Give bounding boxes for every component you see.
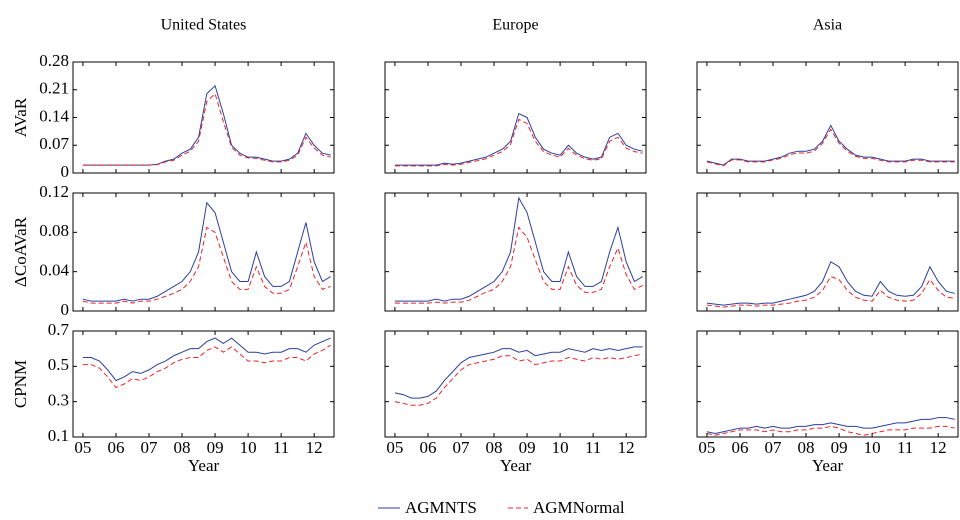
data-line: [394, 196, 643, 302]
y-tick-label: 0.5: [48, 355, 69, 374]
x-tick-label: 09: [519, 438, 536, 457]
axes-frame: [384, 330, 647, 438]
y-tick-label: 0.3: [48, 391, 69, 410]
x-tick-label: 06: [419, 438, 436, 457]
y-tick-label: 0: [61, 300, 70, 319]
data-line: [706, 261, 955, 306]
y-tick-label: 0.08: [39, 221, 69, 240]
data-line: [82, 84, 331, 166]
axes-frame: [696, 192, 959, 312]
x-tick-label: 07: [452, 438, 470, 457]
x-axis-label: Year: [812, 456, 844, 475]
y-tick-label: 0.1: [48, 426, 69, 445]
data-line: [394, 353, 643, 406]
data-line: [706, 425, 955, 436]
panel-title: United States: [161, 17, 247, 34]
x-tick-label: 08: [486, 438, 503, 457]
axes-frame: [384, 61, 647, 174]
data-line: [82, 344, 331, 389]
x-tick-label: 05: [74, 438, 91, 457]
y-tick-label: 0.21: [39, 79, 69, 98]
axes-frame: [72, 330, 335, 438]
panel-title: Asia: [813, 17, 842, 34]
x-tick-label: 12: [306, 438, 323, 457]
data-line: [394, 118, 643, 167]
x-tick-label: 09: [831, 438, 848, 457]
axes-frame: [384, 192, 647, 312]
data-line: [82, 226, 331, 304]
axes-frame: [72, 192, 335, 312]
x-axis-label: Year: [500, 456, 532, 475]
legend-label: AGMNormal: [533, 498, 625, 517]
x-tick-label: 06: [107, 438, 124, 457]
data-line: [706, 275, 955, 308]
data-line: [82, 337, 331, 382]
y-tick-label: 0.14: [39, 106, 69, 125]
x-tick-label: 07: [764, 438, 782, 457]
x-tick-label: 12: [930, 438, 947, 457]
data-line: [394, 112, 643, 166]
x-tick-label: 05: [386, 438, 403, 457]
y-axis-label: CPNM: [11, 360, 30, 408]
y-tick-label: 0: [61, 162, 70, 181]
x-tick-label: 11: [585, 438, 601, 457]
data-line: [706, 417, 955, 434]
x-tick-label: 08: [798, 438, 815, 457]
y-tick-label: 0.7: [48, 320, 70, 339]
x-tick-label: 12: [618, 438, 635, 457]
data-line: [394, 346, 643, 399]
x-tick-label: 06: [731, 438, 748, 457]
x-tick-label: 05: [698, 438, 715, 457]
x-tick-label: 08: [174, 438, 191, 457]
y-tick-label: 0.04: [39, 261, 69, 280]
data-line: [394, 226, 643, 304]
x-tick-label: 11: [897, 438, 913, 457]
data-line: [706, 128, 955, 167]
x-tick-label: 10: [240, 438, 257, 457]
data-line: [706, 124, 955, 166]
y-tick-label: 0.07: [39, 134, 69, 153]
x-tick-label: 07: [140, 438, 158, 457]
x-tick-label: 11: [273, 438, 289, 457]
data-line: [82, 92, 331, 166]
x-tick-label: 09: [207, 438, 224, 457]
y-axis-label: AVaR: [11, 97, 30, 137]
panel-title: Europe: [492, 17, 538, 34]
x-tick-label: 10: [552, 438, 569, 457]
legend-label: AGMNTS: [405, 498, 477, 517]
axes-frame: [696, 61, 959, 174]
y-tick-label: 0.12: [39, 182, 69, 201]
x-tick-label: 10: [864, 438, 881, 457]
axes-frame: [696, 330, 959, 438]
y-tick-label: 0.28: [39, 51, 69, 70]
y-axis-label: ΔCoAVaR: [11, 216, 30, 287]
x-axis-label: Year: [188, 456, 220, 475]
data-line: [82, 201, 331, 302]
